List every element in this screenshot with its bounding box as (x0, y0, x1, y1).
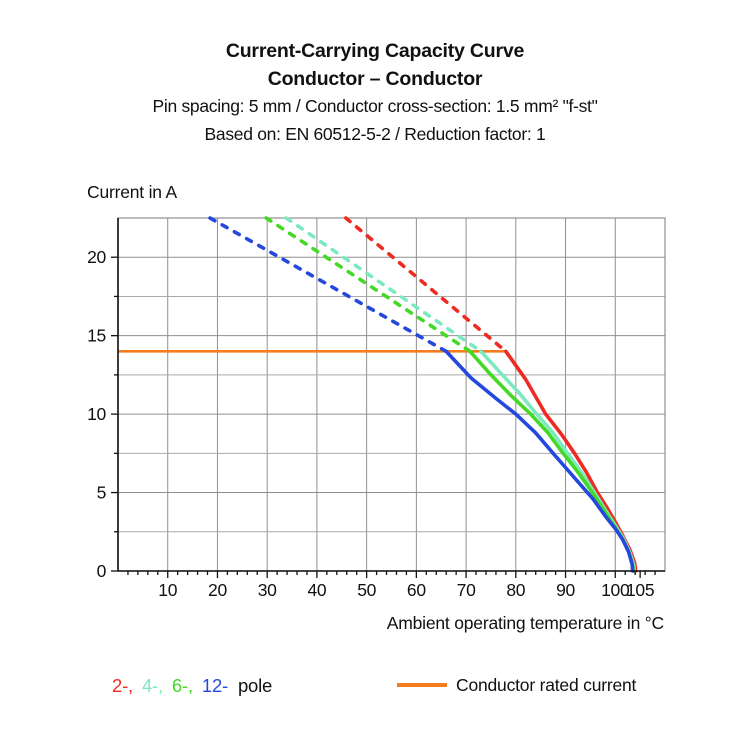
x-tick-label: 40 (307, 580, 326, 600)
x-tick-label: 20 (208, 580, 227, 600)
series-6-pole-derated (264, 216, 472, 354)
x-tick-label: 70 (457, 580, 476, 600)
pole-legend-suffix: pole (237, 675, 273, 696)
y-axis-title: Current in A (87, 182, 178, 202)
x-axis-title: Ambient operating temperature in °C (386, 613, 664, 633)
x-tick-label: 50 (357, 580, 376, 600)
axis-ticks (111, 256, 656, 578)
pole-legend: 2-, 4-, 6-, 12- pole (112, 675, 276, 697)
y-tick-label: 20 (87, 247, 106, 267)
chart-subtitle-line2: Based on: EN 60512-5-2 / Reduction facto… (204, 123, 546, 144)
chart-title-line1: Current-Carrying Capacity Curve (225, 40, 525, 62)
series-6-pole (264, 216, 636, 573)
y-tick-labels: 0 5 10 15 20 (87, 247, 107, 581)
pole-legend-4: 4-, (141, 675, 163, 696)
series-4-pole-curve (479, 349, 637, 573)
series-4-pole (284, 216, 637, 573)
chart-title-line2: Conductor – Conductor (267, 67, 483, 90)
pole-legend-2: 2-, (112, 675, 133, 696)
pole-legend-12: 12- (201, 675, 228, 696)
rated-current-line-swatch (397, 683, 447, 687)
x-tick-label: 30 (258, 580, 277, 600)
pole-legend-6: 6-, (171, 675, 193, 696)
series-2-pole-derated (343, 216, 508, 354)
x-tick-label: 10 (158, 580, 177, 600)
series-12-pole-derated (208, 216, 449, 354)
series-12-pole (208, 216, 635, 573)
rated-current-label: Conductor rated current (456, 675, 637, 695)
x-tick-label: 80 (506, 580, 525, 600)
rated-current-legend: Conductor rated current (397, 675, 636, 696)
x-tick-label: 60 (407, 580, 426, 600)
y-tick-label: 15 (87, 326, 106, 346)
series-6-pole-curve (468, 349, 636, 573)
gridlines (118, 218, 665, 571)
series-12-pole-curve (444, 349, 635, 573)
series-4-pole-derated (284, 216, 483, 354)
x-tick-label: 90 (556, 580, 575, 600)
plot-frame (117, 217, 666, 572)
x-tick-label: 100 (601, 580, 630, 600)
x-tick-label: 105 (626, 580, 654, 600)
title-block: Current-Carrying Capacity Curve Conducto… (0, 38, 750, 148)
y-tick-label: 10 (87, 404, 106, 424)
y-tick-label: 5 (97, 483, 106, 503)
chart-subtitle-line1: Pin spacing: 5 mm / Conductor cross-sect… (152, 96, 598, 116)
y-tick-label: 0 (97, 561, 107, 581)
